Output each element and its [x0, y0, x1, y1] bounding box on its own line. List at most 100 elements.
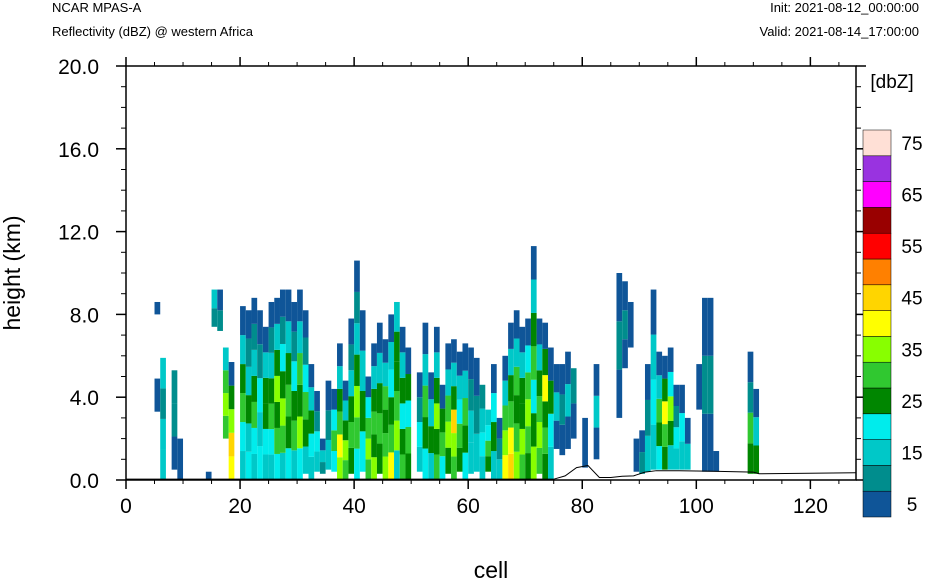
reflectivity-cell-10-3 — [240, 364, 246, 394]
reflectivity-cell-21-5 — [302, 310, 309, 338]
reflectivity-cell-60-3 — [530, 346, 537, 380]
reflectivity-cell-64-2 — [553, 364, 560, 393]
reflectivity-cell-33-3 — [371, 388, 377, 412]
reflectivity-cell-79-3 — [667, 371, 674, 397]
reflectivity-cell-19-4 — [291, 331, 298, 362]
colorbar-swatch — [862, 336, 892, 363]
reflectivity-cell-40-2 — [416, 397, 423, 423]
reflectivity-cell-57-5 — [513, 310, 520, 339]
y-tick-label: 0.0 — [70, 470, 99, 493]
reflectivity-cell-36-5 — [388, 314, 395, 342]
reflectivity-cell-39-0 — [405, 453, 412, 480]
reflectivity-cell-18-4 — [285, 321, 292, 354]
reflectivity-cell-18-3 — [285, 353, 292, 385]
reflectivity-cell-46-3 — [451, 386, 457, 410]
reflectivity-cell-26-2 — [331, 409, 338, 431]
reflectivity-cell-80-0 — [673, 448, 680, 470]
reflectivity-cell-37-4 — [394, 331, 400, 362]
reflectivity-cell-2-1 — [160, 418, 166, 450]
y-axis-label: height (km) — [0, 215, 25, 330]
reflectivity-cell-62-4 — [542, 348, 549, 376]
reflectivity-cell-31-2 — [359, 350, 366, 391]
y-tick-label: 16.0 — [58, 139, 99, 162]
colorbar-swatch — [862, 232, 892, 260]
colorbar-label: 45 — [901, 289, 922, 310]
reflectivity-cell-38-5 — [399, 326, 406, 353]
reflectivity-cell-36-3 — [388, 369, 395, 398]
reflectivity-cell-60-5 — [530, 279, 537, 313]
reflectivity-cell-52-0 — [485, 456, 491, 472]
reflectivity-cell-59-1 — [525, 426, 531, 454]
reflectivity-cell-47-4 — [456, 351, 463, 376]
reflectivity-cell-13-4 — [257, 310, 263, 345]
reflectivity-cell-41-1 — [422, 417, 429, 449]
reflectivity-cell-17-3 — [279, 371, 286, 399]
reflectivity-cell-28-3 — [342, 400, 349, 421]
reflectivity-cell-55-0 — [502, 455, 509, 480]
reflectivity-cell-24-1 — [319, 450, 326, 463]
reflectivity-cell-85-2 — [707, 297, 714, 356]
reflectivity-cell-29-4 — [348, 344, 355, 371]
reflectivity-cell-38-0 — [399, 454, 406, 480]
valid-time: Valid: 2021-08-14_17:00:00 — [759, 24, 920, 39]
reflectivity-cell-56-5 — [508, 322, 514, 349]
reflectivity-cell-16-3 — [274, 375, 280, 402]
reflectivity-cell-45-1 — [445, 421, 452, 448]
reflectivity-cell-30-1 — [354, 417, 360, 449]
reflectivity-cell-49-1 — [468, 410, 474, 443]
reflectivity-cell-34-2 — [376, 383, 383, 414]
reflectivity-cell-61-5 — [536, 318, 543, 345]
reflectivity-cell-57-2 — [513, 395, 520, 424]
colorbar-swatch — [862, 155, 892, 182]
reflectivity-cell-82-1 — [684, 417, 691, 444]
reflectivity-cell-78-3 — [662, 378, 668, 402]
reflectivity-cell-63-0 — [548, 446, 554, 480]
reflectivity-cell-33-5 — [371, 343, 377, 367]
reflectivity-cell-44-0 — [439, 456, 446, 480]
reflectivity-cell-62-1 — [542, 427, 549, 454]
reflectivity-cell-51-2 — [479, 408, 486, 433]
reflectivity-cell-51-1 — [479, 432, 486, 457]
reflectivity-cell-76-1 — [650, 379, 657, 425]
reflectivity-cell-65-2 — [559, 364, 566, 395]
reflectivity-cell-29-0 — [348, 447, 355, 474]
reflectivity-cell-69-2 — [593, 364, 600, 396]
reflectivity-cells — [154, 246, 760, 480]
reflectivity-cell-32-2 — [365, 417, 372, 439]
reflectivity-cell-68-0 — [582, 417, 588, 468]
reflectivity-cell-34-3 — [376, 352, 383, 384]
reflectivity-cell-29-2 — [348, 396, 355, 423]
reflectivity-cell-20-0 — [297, 448, 303, 480]
reflectivity-cell-61-4 — [536, 344, 543, 371]
init-time: Init: 2021-08-12_00:00:00 — [770, 0, 919, 15]
reflectivity-cell-16-5 — [274, 323, 280, 350]
reflectivity-cell-22-2 — [308, 410, 315, 434]
reflectivity-cell-54-1 — [496, 438, 503, 460]
reflectivity-cell-39-4 — [405, 347, 412, 375]
colorbar-title: [dbZ] — [870, 72, 913, 93]
reflectivity-cell-43-0 — [433, 454, 440, 480]
model-name: NCAR MPAS-A — [52, 0, 142, 15]
reflectivity-cell-47-0 — [456, 447, 463, 472]
reflectivity-cell-59-5 — [525, 318, 531, 346]
reflectivity-cell-54-0 — [496, 459, 503, 480]
reflectivity-cell-75-0 — [644, 435, 651, 472]
reflectivity-cell-60-6 — [530, 246, 537, 280]
reflectivity-cell-70-0 — [616, 369, 623, 418]
reflectivity-cell-3-2 — [171, 370, 178, 404]
reflectivity-cell-79-2 — [667, 396, 674, 421]
colorbar-label: 75 — [901, 134, 922, 155]
reflectivity-cell-17-4 — [279, 343, 286, 372]
reflectivity-cell-44-2 — [439, 408, 446, 433]
reflectivity-cell-31-0 — [359, 431, 366, 472]
reflectivity-cell-46-0 — [451, 456, 457, 480]
reflectivity-cell-16-4 — [274, 349, 280, 376]
reflectivity-cell-24-0 — [319, 462, 326, 474]
reflectivity-cell-58-3 — [519, 377, 526, 404]
reflectivity-cell-57-1 — [513, 423, 520, 452]
reflectivity-cell-84-0 — [702, 413, 708, 472]
reflectivity-cell-11-3 — [245, 366, 252, 396]
reflectivity-cell-9-0 — [228, 456, 235, 480]
reflectivity-cell-35-3 — [382, 386, 389, 410]
